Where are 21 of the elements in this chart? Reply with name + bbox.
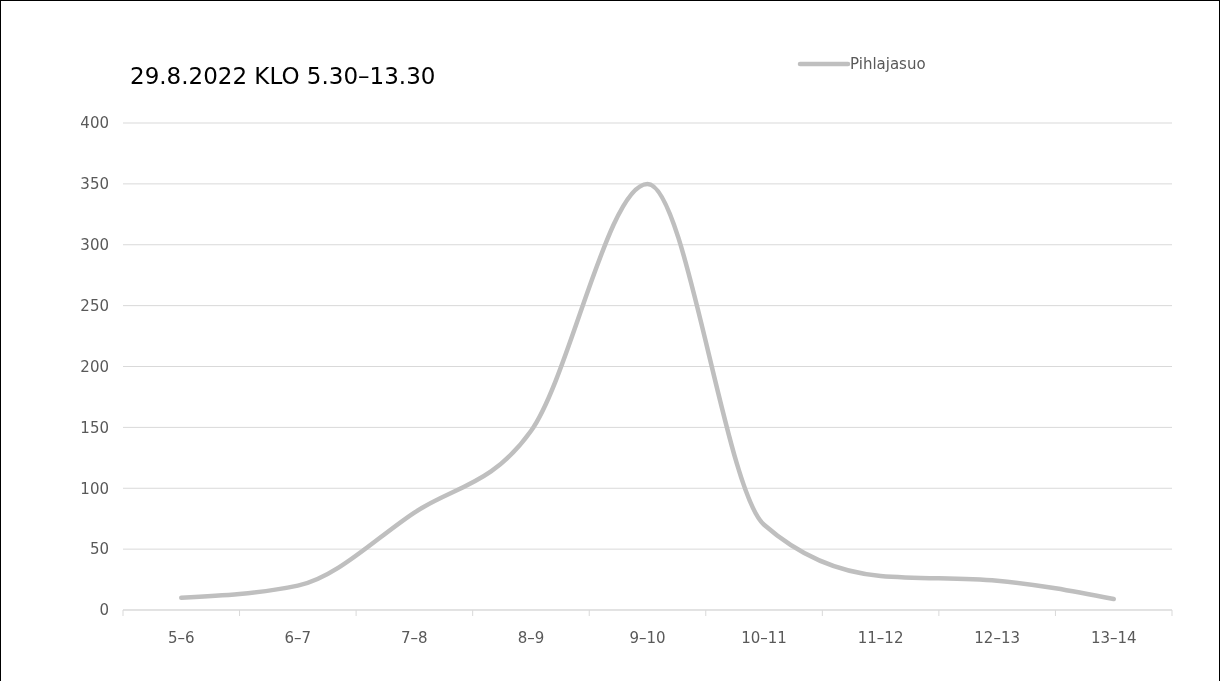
- x-tick-label: 6–7: [284, 629, 312, 647]
- x-tick-label: 13–14: [1090, 629, 1137, 647]
- y-tick-label: 200: [80, 357, 109, 376]
- y-tick-label: 350: [80, 175, 109, 194]
- y-tick-label: 150: [80, 418, 109, 437]
- x-tick-label: 12–13: [974, 629, 1021, 647]
- y-tick-label: 400: [80, 114, 109, 133]
- x-tick-label: 11–12: [857, 629, 904, 647]
- x-tick-label: 7–8: [401, 629, 428, 647]
- y-tick-label: 100: [80, 479, 109, 498]
- y-tick-label: 300: [80, 236, 109, 255]
- x-tick-label: 10–11: [741, 629, 787, 647]
- y-tick-label: 0: [99, 601, 109, 620]
- x-tick-label: 8–9: [517, 629, 545, 647]
- x-tick-label: 9–10: [629, 629, 666, 647]
- y-tick-label: 250: [80, 296, 109, 315]
- legend-label: Pihlajasuo: [850, 55, 926, 73]
- x-tick-label: 5–6: [167, 629, 195, 647]
- chart-title: 29.8.2022 KLO 5.30–13.30: [130, 63, 436, 89]
- line-series: [179, 181, 1116, 602]
- y-tick-label: 50: [89, 540, 109, 559]
